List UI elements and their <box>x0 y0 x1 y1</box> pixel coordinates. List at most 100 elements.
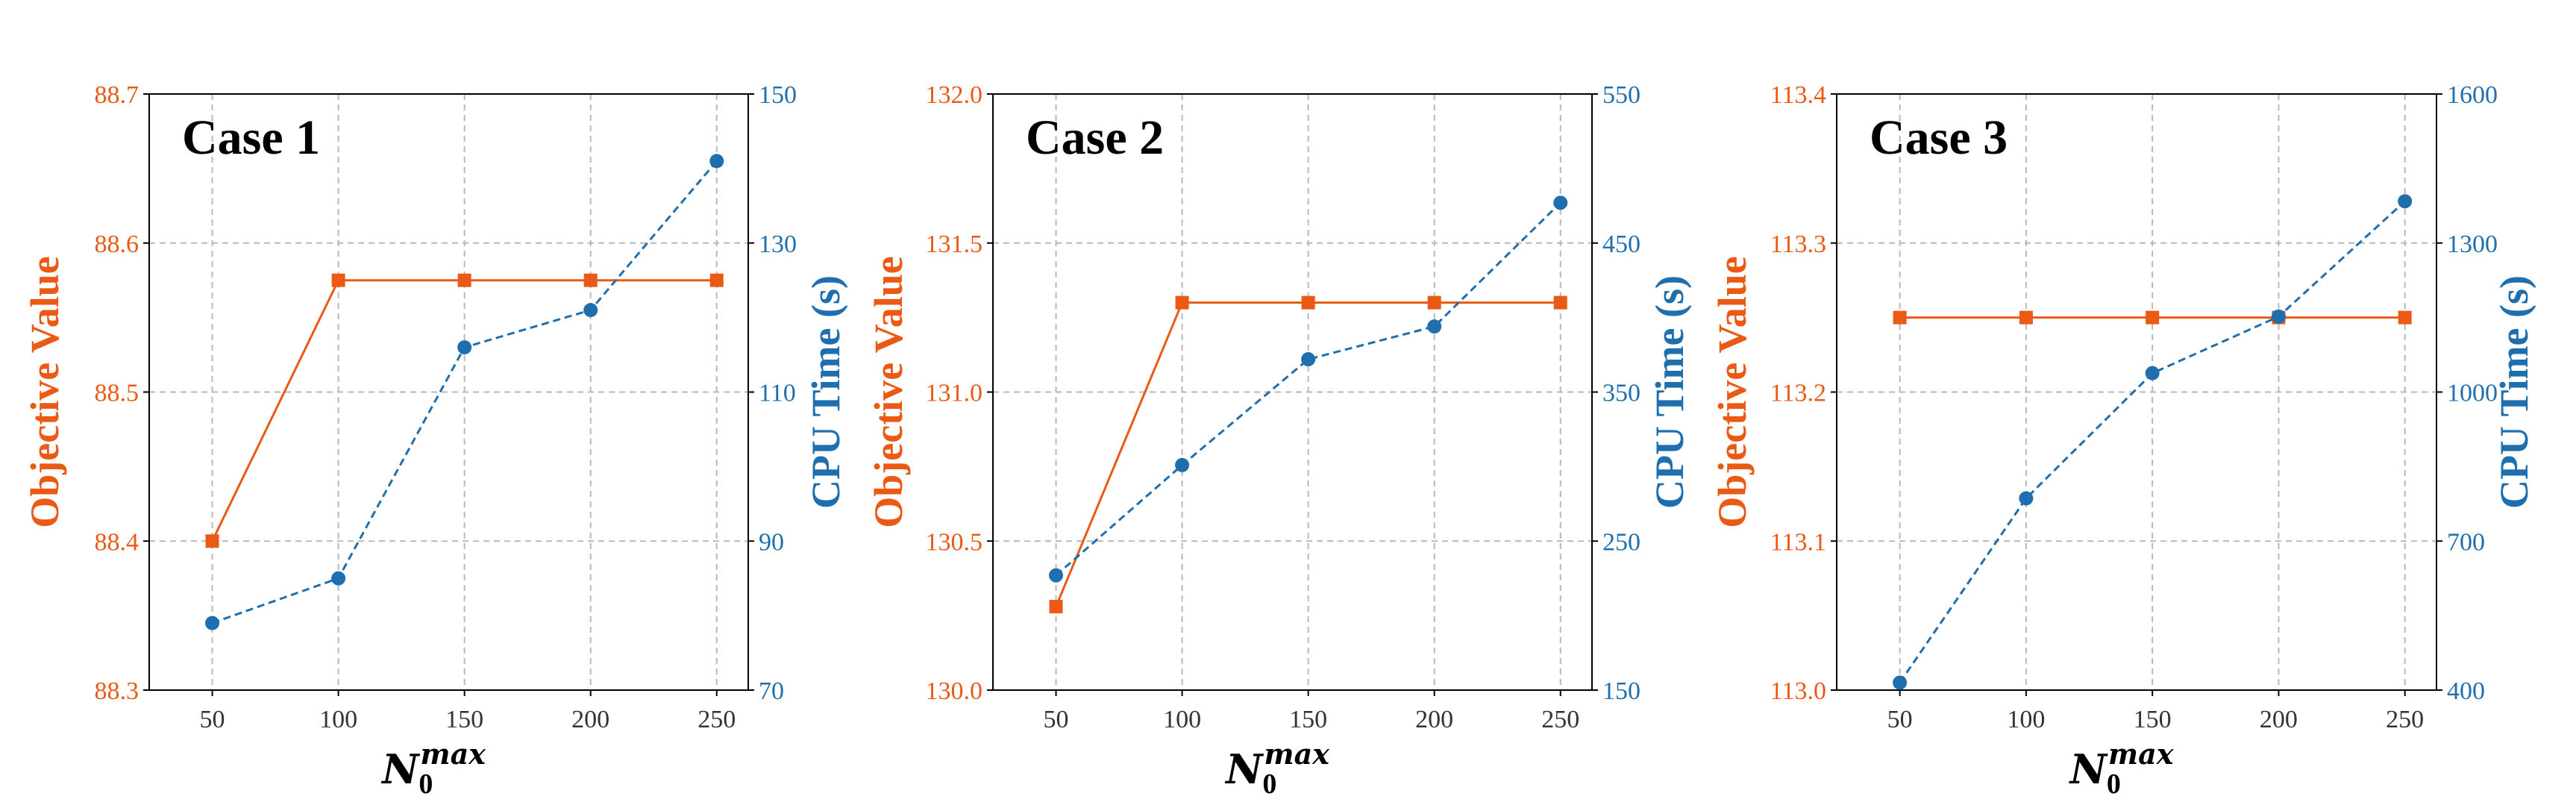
x-tick-label: 200 <box>571 706 609 733</box>
x-axis-label-subscript: 0 <box>1262 768 1276 800</box>
x-tick-label: 50 <box>1044 706 1069 733</box>
objective-value-point <box>1427 295 1441 310</box>
y-tick-label: 130.0 <box>926 677 983 705</box>
objective-value-point <box>709 273 724 287</box>
y2-tick-label: 350 <box>1602 380 1640 407</box>
y-tick-label: 88.5 <box>95 380 140 407</box>
x-axis-label-superscript: max <box>420 737 486 771</box>
x-tick-label: 250 <box>2386 706 2424 733</box>
cpu-time-point <box>2019 491 2034 506</box>
y2-tick-label: 150 <box>1602 677 1640 705</box>
y-tick-label: 113.4 <box>1770 81 1826 109</box>
y-tick-label: 88.3 <box>95 677 140 705</box>
y2-tick-label: 130 <box>759 231 797 258</box>
cpu-time-point <box>1049 568 1064 583</box>
case-title: Case 1 <box>182 110 320 165</box>
case-title: Case 3 <box>1870 110 2008 165</box>
objective-value-point <box>583 273 598 287</box>
y-tick-label: 113.3 <box>1770 231 1826 258</box>
objective-value-point <box>1893 310 1907 325</box>
y2-tick-label: 450 <box>1602 231 1640 258</box>
y-tick-label: 131.0 <box>926 380 983 407</box>
y2-axis-label: CPU Time (s) <box>1647 275 1692 509</box>
objective-value-point <box>2398 310 2412 325</box>
y2-tick-label: 70 <box>759 677 784 705</box>
y2-tick-label: 1600 <box>2447 81 2498 109</box>
x-tick-label: 50 <box>1887 706 1913 733</box>
x-tick-label: 250 <box>1541 706 1579 733</box>
x-tick-label: 200 <box>1415 706 1453 733</box>
x-axis-label-base: N <box>380 745 421 793</box>
x-axis-label: Nmax <box>380 737 486 793</box>
y-axis-label: Objective Value <box>22 256 67 527</box>
y-axis-label: Objective Value <box>866 256 911 527</box>
x-tick-label: 200 <box>2260 706 2298 733</box>
y2-tick-label: 110 <box>759 380 796 407</box>
x-axis-label-superscript: max <box>1264 737 1330 771</box>
x-axis-label: Nmax <box>1224 737 1330 793</box>
x-tick-label: 50 <box>200 706 225 733</box>
objective-value-point <box>1049 600 1063 614</box>
y2-tick-label: 90 <box>759 528 784 556</box>
y-tick-label: 113.0 <box>1770 677 1826 705</box>
cpu-time-point <box>1301 352 1316 367</box>
x-axis-label-superscript: max <box>2108 737 2175 771</box>
cpu-time-point <box>583 303 598 318</box>
y2-axis-label: CPU Time (s) <box>803 275 848 509</box>
cpu-time-point <box>2145 366 2160 380</box>
y-tick-label: 132.0 <box>926 81 983 109</box>
y2-tick-label: 1000 <box>2447 380 2498 407</box>
objective-value-point <box>1301 295 1315 310</box>
cpu-time-point <box>331 571 346 586</box>
x-axis-label-base: N <box>2069 745 2109 793</box>
y-tick-label: 88.7 <box>95 81 140 109</box>
y-axis-label: Objective Value <box>1710 256 1755 527</box>
x-axis-label-subscript: 0 <box>419 768 433 800</box>
cpu-time-point <box>1427 319 1442 334</box>
plot-frame <box>992 93 1593 691</box>
cpu-time-point <box>457 340 472 355</box>
cpu-time-point <box>709 154 724 169</box>
y-tick-label: 130.5 <box>926 528 983 556</box>
y2-axis-label: CPU Time (s) <box>2492 275 2536 509</box>
y-tick-label: 88.6 <box>95 231 140 258</box>
case-title: Case 2 <box>1026 110 1164 165</box>
y2-tick-label: 700 <box>2447 528 2485 556</box>
plot-frame <box>148 93 749 691</box>
objective-value-point <box>2146 310 2160 325</box>
objective-value-point <box>2019 310 2033 325</box>
x-tick-label: 250 <box>698 706 736 733</box>
y2-tick-label: 550 <box>1602 81 1640 109</box>
x-axis-label-subscript: 0 <box>2107 768 2121 800</box>
y-tick-label: 131.5 <box>926 231 983 258</box>
x-axis-label: Nmax <box>2069 737 2175 793</box>
y-tick-label: 88.4 <box>95 528 140 556</box>
x-tick-label: 150 <box>2134 706 2172 733</box>
y2-tick-label: 1300 <box>2447 231 2498 258</box>
cpu-time-point <box>2271 309 2286 324</box>
y2-tick-label: 150 <box>759 81 797 109</box>
cpu-time-point <box>205 616 220 630</box>
y-tick-label: 113.1 <box>1770 528 1826 556</box>
objective-value-point <box>205 534 219 548</box>
x-tick-label: 150 <box>1289 706 1327 733</box>
cpu-time-line <box>1055 201 1561 577</box>
cpu-time-point <box>2398 194 2413 209</box>
cpu-time-point <box>1893 675 1908 690</box>
x-tick-label: 150 <box>445 706 483 733</box>
objective-value-point <box>331 273 345 287</box>
objective-value-point <box>457 273 471 287</box>
cpu-time-point <box>1175 457 1190 472</box>
objective-value-point <box>1553 295 1567 310</box>
y2-tick-label: 250 <box>1602 528 1640 556</box>
y2-tick-label: 400 <box>2447 677 2485 705</box>
x-tick-label: 100 <box>1163 706 1201 733</box>
plot-frame <box>1836 93 2437 691</box>
objective-value-point <box>1175 295 1189 310</box>
cpu-time-point <box>1553 195 1568 210</box>
x-tick-label: 100 <box>319 706 357 733</box>
x-axis-label-base: N <box>1224 745 1265 793</box>
x-tick-label: 100 <box>2007 706 2045 733</box>
y-tick-label: 113.2 <box>1770 380 1826 407</box>
